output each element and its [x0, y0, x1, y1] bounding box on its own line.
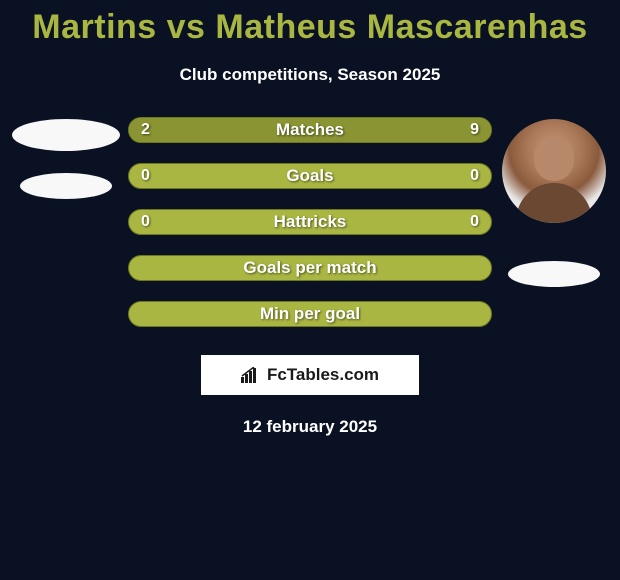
player-right-avatar — [502, 119, 606, 223]
stat-bar-goals-per-match: Goals per match — [128, 255, 492, 281]
player-right-shadow — [508, 261, 600, 287]
stat-fill-left — [129, 118, 194, 142]
date-text: 12 february 2025 — [0, 417, 620, 437]
player-left-shadow — [20, 173, 112, 199]
stat-label: Hattricks — [274, 212, 347, 232]
subtitle: Club competitions, Season 2025 — [0, 65, 620, 85]
stat-bar-min-per-goal: Min per goal — [128, 301, 492, 327]
stat-left-value: 2 — [141, 118, 150, 142]
stat-right-value: 9 — [470, 118, 479, 142]
player-right-col — [494, 117, 614, 287]
stat-label: Min per goal — [260, 304, 360, 324]
stat-right-value: 0 — [470, 164, 479, 188]
page-title: Martins vs Matheus Mascarenhas — [0, 8, 620, 47]
comparison-card: Martins vs Matheus Mascarenhas Club comp… — [0, 0, 620, 437]
stat-bars: 2 Matches 9 0 Goals 0 0 Hattricks 0 — [126, 117, 494, 327]
stat-label: Goals per match — [243, 258, 376, 278]
stat-bar-hattricks: 0 Hattricks 0 — [128, 209, 492, 235]
stat-label: Goals — [286, 166, 333, 186]
player-left-avatar-placeholder — [12, 119, 120, 151]
stat-left-value: 0 — [141, 210, 150, 234]
chart-icon — [241, 367, 261, 383]
stat-left-value: 0 — [141, 164, 150, 188]
stat-bar-matches: 2 Matches 9 — [128, 117, 492, 143]
player-left-col — [6, 117, 126, 199]
logo-text: FcTables.com — [267, 365, 379, 385]
logo-box: FcTables.com — [201, 355, 419, 395]
stat-right-value: 0 — [470, 210, 479, 234]
stat-bar-goals: 0 Goals 0 — [128, 163, 492, 189]
main-row: 2 Matches 9 0 Goals 0 0 Hattricks 0 — [0, 117, 620, 327]
stat-label: Matches — [276, 120, 344, 140]
